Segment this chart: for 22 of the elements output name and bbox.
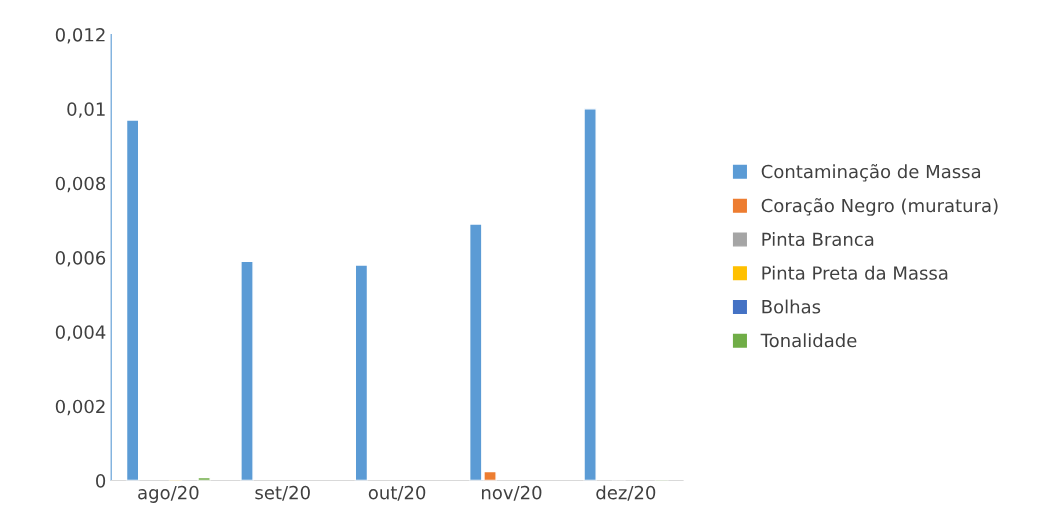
y-tick-label: 0: [96, 474, 106, 488]
legend-label: Tonalidade: [760, 333, 857, 348]
legend-label: Coração Negro (muratura): [761, 198, 998, 216]
y-tick-label: 0,006: [55, 250, 106, 267]
x-tick-label: nov/20: [482, 485, 542, 501]
x-tick-label: ago/20: [138, 485, 199, 503]
y-tick-label: 0,012: [55, 27, 105, 44]
legend-label: Contaminação de Massa: [761, 164, 981, 182]
bar: [125, 119, 140, 481]
x-tick-label: dez/20: [596, 485, 656, 501]
y-tick-label: 0,008: [55, 176, 106, 193]
y-tick-label: 0,01: [67, 102, 105, 118]
legend-label: Pinta Branca: [762, 232, 874, 247]
y-tick-label: 0,004: [55, 325, 106, 341]
bar: [240, 260, 254, 481]
legend-label: Bolhas: [762, 299, 821, 314]
x-tick-label: set/20: [255, 485, 310, 501]
x-tick-label: out/20: [368, 485, 426, 501]
bar: [354, 264, 369, 481]
legend-label: Pinta Preta da Massa: [762, 265, 948, 280]
y-tick-label: 0,002: [55, 399, 105, 416]
bar: [583, 108, 597, 481]
